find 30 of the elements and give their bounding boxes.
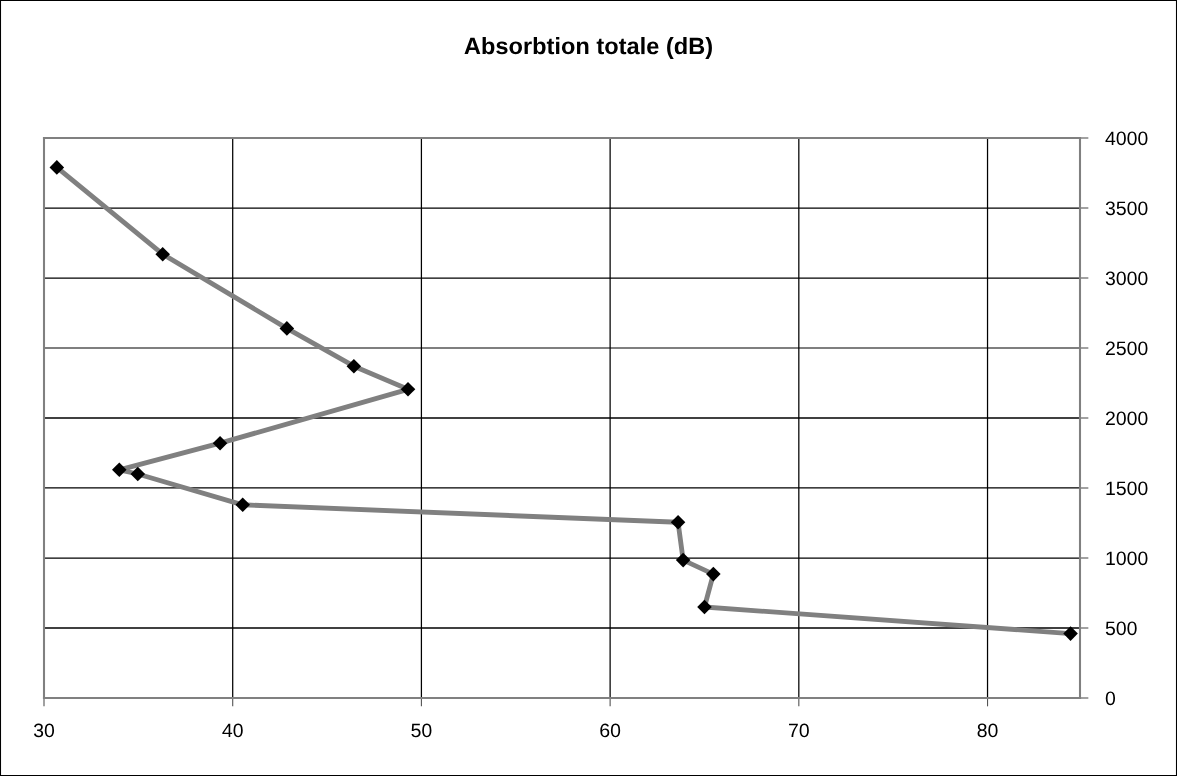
- point: [130, 466, 146, 482]
- point: [706, 566, 721, 582]
- x-tick-label: 60: [600, 723, 621, 738]
- point: [670, 515, 686, 530]
- point: [279, 321, 295, 336]
- y-tick-label: 3500: [1105, 201, 1148, 216]
- point: [1063, 626, 1078, 641]
- y-tick-label: 3000: [1105, 271, 1148, 286]
- y-tick-label: 0: [1105, 691, 1116, 706]
- y-tick-label: 500: [1105, 621, 1137, 636]
- x-tick-label: 70: [789, 723, 809, 738]
- point: [235, 497, 250, 513]
- point: [155, 246, 170, 262]
- point: [112, 462, 127, 478]
- point: [400, 382, 416, 397]
- point: [212, 435, 228, 451]
- y-tick-label: 2500: [1105, 341, 1148, 356]
- point: [675, 552, 691, 568]
- chart-title: Absorbtion totale (dB): [464, 37, 712, 60]
- point: [346, 358, 362, 374]
- x-tick-label: 80: [977, 723, 998, 738]
- x-tick-label: 50: [411, 723, 432, 738]
- y-tick-label: 4000: [1105, 131, 1148, 146]
- y-tick-label: 1000: [1106, 551, 1148, 566]
- point: [697, 599, 712, 615]
- x-tick-label: 40: [222, 723, 243, 738]
- point: [49, 160, 65, 175]
- x-tick-label: 30: [33, 723, 55, 738]
- y-tick-label: 1500: [1106, 481, 1148, 496]
- y-tick-label: 2000: [1105, 411, 1148, 426]
